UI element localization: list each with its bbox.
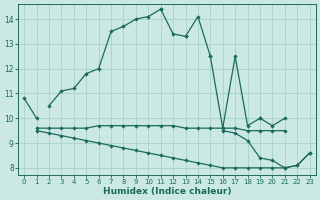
X-axis label: Humidex (Indice chaleur): Humidex (Indice chaleur) xyxy=(103,187,231,196)
